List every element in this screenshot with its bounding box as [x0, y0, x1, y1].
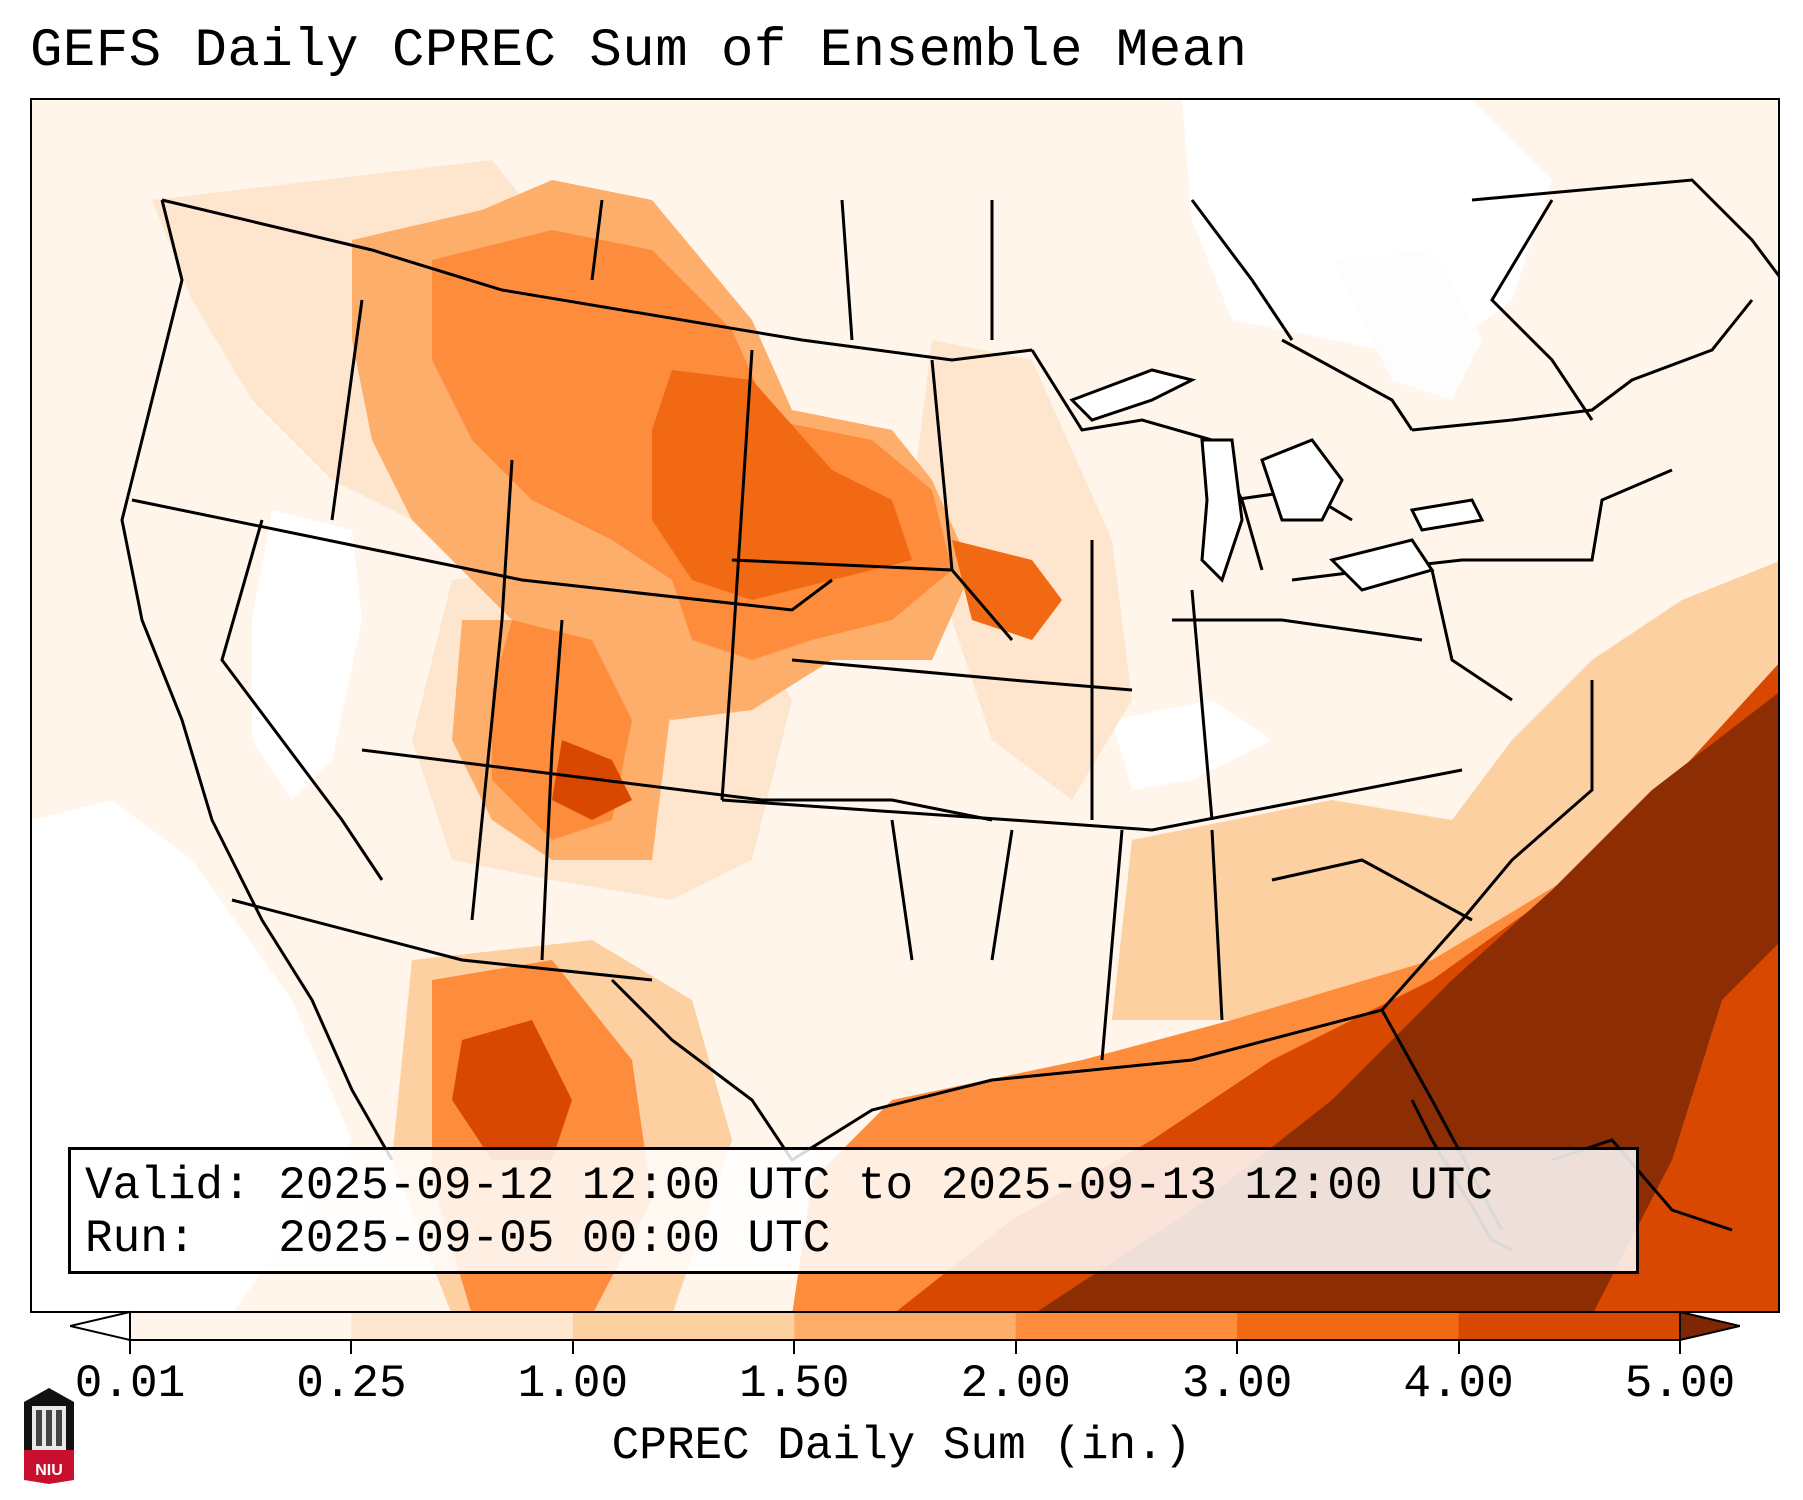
colorbar-over-extension: [1679, 1310, 1740, 1342]
no-precip-canada-east: [1182, 100, 1552, 360]
precip-sierra-madre: [452, 1020, 572, 1160]
colorbar-segment: [1458, 1312, 1681, 1340]
colorbar-tick-mark: [571, 1340, 574, 1354]
niu-logo-text: NIU: [35, 1462, 63, 1479]
colorbar-segment: [1015, 1312, 1238, 1340]
colorbar-title: CPREC Daily Sum (in.): [611, 1420, 1192, 1472]
colorbar-tick-label: 5.00: [1624, 1358, 1736, 1410]
colorbar-tick-mark: [350, 1340, 353, 1354]
colorbar-tick-label: 3.00: [1181, 1358, 1293, 1410]
colorbar-tick-mark: [129, 1340, 131, 1354]
colorbar-outline: [129, 1311, 1681, 1341]
niu-logo-icon: [24, 1388, 74, 1484]
colorbar-segment: [351, 1312, 574, 1340]
valid-run-info-box: Valid: 2025-09-12 12:00 UTC to 2025-09-1…: [68, 1147, 1639, 1274]
colorbar-tick-mark: [1457, 1340, 1460, 1354]
precip-dakotas-core: [652, 370, 912, 600]
colorbar-segment: [794, 1312, 1017, 1340]
colorbar-tick-label: 1.00: [517, 1358, 629, 1410]
great-lakes: [1069, 368, 1485, 592]
colorbar-tick-mark: [1014, 1340, 1017, 1354]
no-precip-quebec: [1332, 250, 1482, 400]
no-precip-nevada: [252, 510, 362, 800]
run-label: Run:: [85, 1213, 196, 1265]
precip-southeast-coast: [1112, 561, 1778, 1020]
political-boundaries: [120, 178, 1778, 1231]
colorbar-tick-label: 1.50: [739, 1358, 850, 1410]
colorbar-tick-label: 4.00: [1403, 1358, 1514, 1410]
no-precip-kentucky: [1112, 700, 1272, 790]
precipitation-map[interactable]: Valid: 2025-09-12 12:00 UTC to 2025-09-1…: [30, 98, 1780, 1313]
run-value: 2025-09-05 00:00 UTC: [278, 1213, 831, 1265]
colorbar-tick-mark: [1679, 1340, 1681, 1354]
map-title: GEFS Daily CPREC Sum of Ensemble Mean: [30, 21, 1248, 82]
valid-value: 2025-09-12 12:00 UTC to 2025-09-13 12:00…: [278, 1160, 1493, 1212]
colorbar: [70, 1310, 1740, 1342]
colorbar-tick-mark: [793, 1340, 796, 1354]
colorbar-under-extension: [70, 1310, 131, 1342]
niu-logo: NIU: [20, 1384, 78, 1484]
colorbar-segment: [1237, 1312, 1460, 1340]
precip-iowa-core: [952, 540, 1062, 640]
valid-label: Valid:: [85, 1160, 251, 1212]
colorbar-segment: [572, 1312, 795, 1340]
colorbar-tick-label: 2.00: [960, 1358, 1071, 1410]
colorbar-tick-mark: [1236, 1340, 1239, 1354]
map-canvas: [32, 100, 1778, 1311]
colorbar-tick-label: 0.25: [296, 1358, 407, 1410]
colorbar-segment: [130, 1312, 352, 1340]
colorbar-tick-label: 0.01: [74, 1358, 186, 1410]
